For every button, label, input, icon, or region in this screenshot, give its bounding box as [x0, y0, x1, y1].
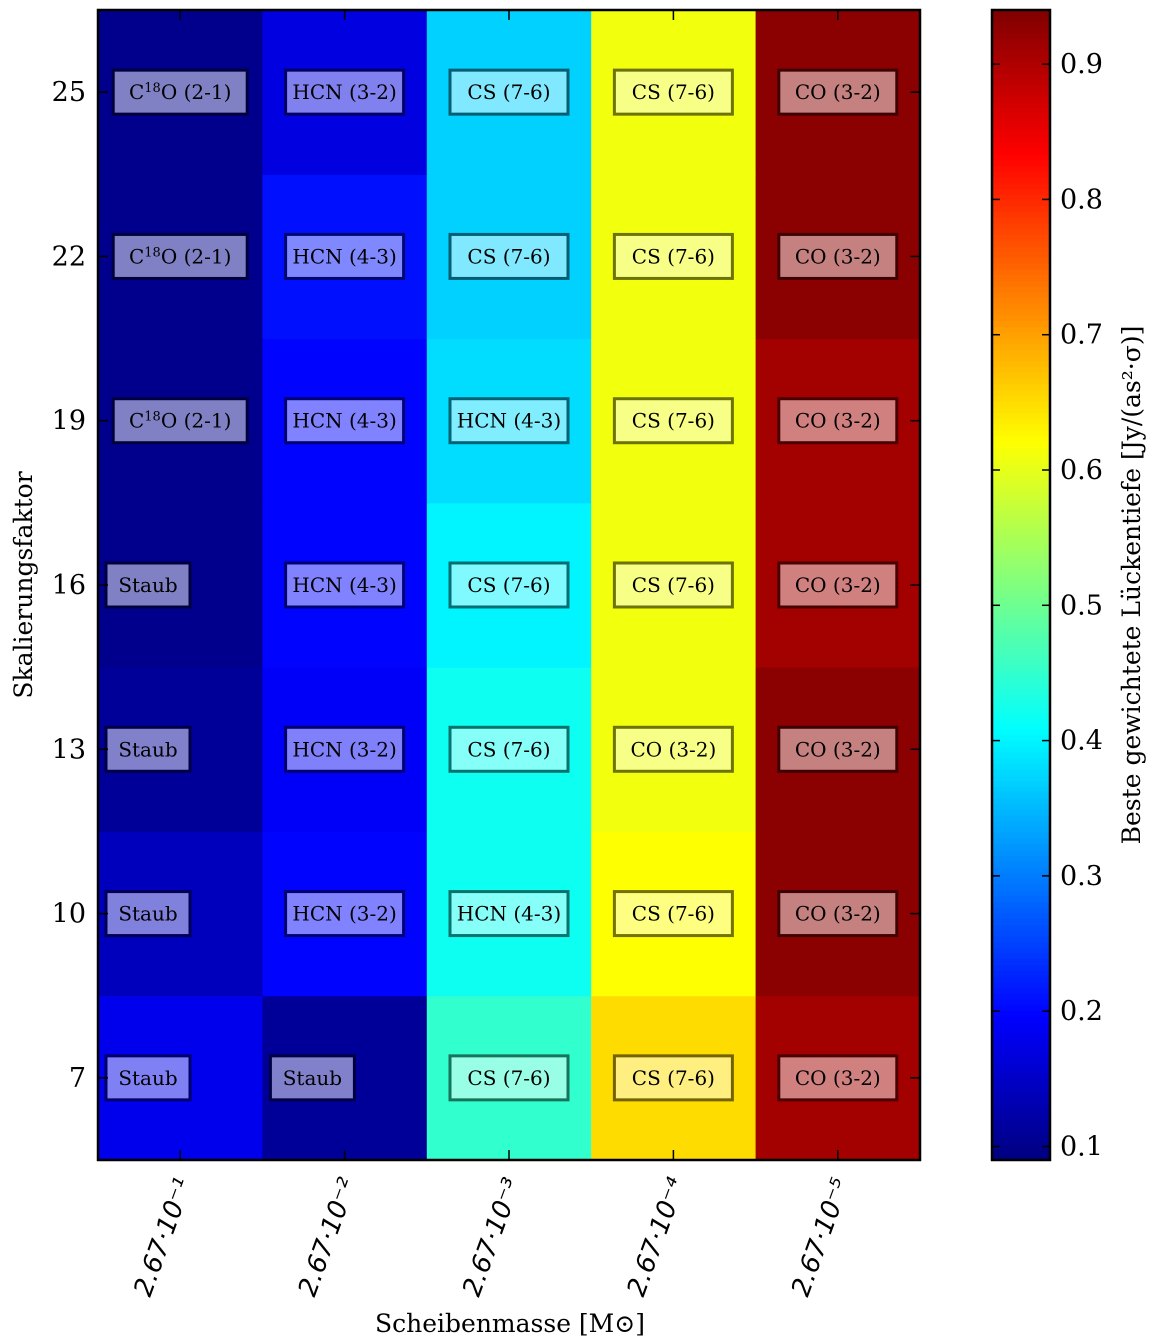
- cell-label: HCN (3-2): [284, 890, 406, 938]
- colorbar-tick-label: 0.8: [1060, 184, 1103, 215]
- svg-text:Staub: Staub: [118, 1066, 177, 1090]
- colorbar-tick-label: 0.5: [1060, 590, 1103, 621]
- colorbar-frame: [990, 8, 1052, 1162]
- y-tick-label: 25: [52, 77, 86, 108]
- svg-text:HCN (4-3): HCN (4-3): [457, 902, 561, 926]
- colorbar: 0.1 0.2 0.3 0.4 0.5 0.6 0.7 0.8 0.9: [990, 8, 1103, 1162]
- colorbar-tick-label: 0.3: [1060, 861, 1103, 892]
- svg-text:Staub: Staub: [118, 737, 177, 761]
- cell-label: CS (7-6): [448, 232, 570, 280]
- svg-text:CS (7-6): CS (7-6): [632, 409, 715, 433]
- svg-text:CS (7-6): CS (7-6): [467, 1066, 550, 1090]
- cell-label: CO (3-2): [777, 725, 899, 773]
- x-tick-label: 2.67·10⁻⁵: [786, 1174, 856, 1300]
- svg-text:CO (3-2): CO (3-2): [795, 902, 881, 926]
- cell-label: HCN (4-3): [284, 561, 406, 609]
- svg-text:HCN (3-2): HCN (3-2): [292, 902, 396, 926]
- cell-label: HCN (4-3): [448, 890, 570, 938]
- cell-label: Staub: [104, 561, 192, 609]
- cell-label: CS (7-6): [448, 725, 570, 773]
- y-axis-label: Skalierungsfaktor: [9, 471, 38, 698]
- x-tick-label: 2.67·10⁻¹: [128, 1174, 198, 1300]
- svg-text:HCN (4-3): HCN (4-3): [457, 409, 561, 433]
- cell-label: Staub: [104, 890, 192, 938]
- cell-label: HCN (4-3): [284, 232, 406, 280]
- svg-text:Staub: Staub: [283, 1066, 342, 1090]
- svg-text:C18O (2-1): C18O (2-1): [129, 244, 231, 268]
- colorbar-tick-label: 0.9: [1060, 49, 1103, 80]
- svg-text:HCN (4-3): HCN (4-3): [292, 409, 396, 433]
- cell-annotations: Staub Staub CS (7-6) CS (7-6) CO (3-2) Staub H…: [104, 68, 899, 1102]
- cell-label: C18O (2-1): [111, 397, 249, 445]
- svg-text:Staub: Staub: [118, 573, 177, 597]
- cell-label: CS (7-6): [612, 561, 734, 609]
- colorbar-tick-label: 0.6: [1060, 455, 1103, 486]
- cell-label: CS (7-6): [612, 232, 734, 280]
- svg-text:CS (7-6): CS (7-6): [632, 902, 715, 926]
- y-tick-label: 22: [52, 241, 86, 272]
- cell-label: HCN (4-3): [284, 397, 406, 445]
- y-tick-label: 16: [52, 570, 86, 601]
- svg-text:HCN (4-3): HCN (4-3): [292, 244, 396, 268]
- cell-label: C18O (2-1): [111, 68, 249, 116]
- svg-text:CO (3-2): CO (3-2): [795, 80, 881, 104]
- colorbar-tick-label: 0.7: [1060, 320, 1103, 351]
- svg-text:Staub: Staub: [118, 902, 177, 926]
- cell-label: CO (3-2): [777, 232, 899, 280]
- cell-label: CO (3-2): [777, 890, 899, 938]
- svg-text:HCN (4-3): HCN (4-3): [292, 573, 396, 597]
- cell-label: HCN (3-2): [284, 725, 406, 773]
- cell-label: HCN (3-2): [284, 68, 406, 116]
- svg-text:CS (7-6): CS (7-6): [632, 573, 715, 597]
- colorbar-tick-label: 0.4: [1060, 726, 1103, 757]
- svg-text:CO (3-2): CO (3-2): [795, 737, 881, 761]
- x-axis-label: Scheibenmasse [M⊙]: [375, 1309, 645, 1338]
- cell-label: CO (3-2): [777, 397, 899, 445]
- colorbar-tick-label: 0.1: [1060, 1131, 1103, 1162]
- svg-text:CO (3-2): CO (3-2): [795, 573, 881, 597]
- colorbar-tick-label: 0.2: [1060, 996, 1103, 1027]
- svg-text:CS (7-6): CS (7-6): [467, 244, 550, 268]
- svg-text:CS (7-6): CS (7-6): [632, 80, 715, 104]
- x-tick-label: 2.67·10⁻³: [457, 1174, 527, 1300]
- cell-label: CO (3-2): [777, 1054, 899, 1102]
- cell-label: CS (7-6): [612, 890, 734, 938]
- y-tick-label: 19: [52, 406, 86, 437]
- y-tick-label: 10: [52, 899, 86, 930]
- cell-label: Staub: [104, 725, 192, 773]
- cell-label: Staub: [104, 1054, 192, 1102]
- x-tick-label: 2.67·10⁻⁴: [622, 1174, 693, 1301]
- svg-text:CO (3-2): CO (3-2): [795, 244, 881, 268]
- svg-text:HCN (3-2): HCN (3-2): [292, 80, 396, 104]
- svg-text:CO (3-2): CO (3-2): [630, 737, 716, 761]
- cell-label: CS (7-6): [448, 561, 570, 609]
- svg-text:CS (7-6): CS (7-6): [467, 80, 550, 104]
- cell-label: CS (7-6): [448, 68, 570, 116]
- cell-label: Staub: [268, 1054, 356, 1102]
- svg-text:CO (3-2): CO (3-2): [795, 1066, 881, 1090]
- colorbar-label: Beste gewichtete Lückentiefe [Jy/(as²·σ)…: [1117, 326, 1146, 845]
- cell-label: CO (3-2): [777, 561, 899, 609]
- cell-label: CS (7-6): [612, 1054, 734, 1102]
- x-tick-label: 2.67·10⁻²: [293, 1174, 363, 1300]
- cell-label: HCN (4-3): [448, 397, 570, 445]
- y-tick-label: 13: [52, 734, 86, 765]
- cell-label: CS (7-6): [612, 397, 734, 445]
- svg-text:CS (7-6): CS (7-6): [632, 244, 715, 268]
- cell-label: CO (3-2): [612, 725, 734, 773]
- svg-text:CS (7-6): CS (7-6): [467, 737, 550, 761]
- svg-text:HCN (3-2): HCN (3-2): [292, 737, 396, 761]
- svg-text:CS (7-6): CS (7-6): [632, 1066, 715, 1090]
- cell-label: CO (3-2): [777, 68, 899, 116]
- cell-label: CS (7-6): [448, 1054, 570, 1102]
- cell-label: CS (7-6): [612, 68, 734, 116]
- svg-text:CO (3-2): CO (3-2): [795, 409, 881, 433]
- cell-label: C18O (2-1): [111, 232, 249, 280]
- y-tick-label: 7: [69, 1063, 86, 1094]
- svg-text:CS (7-6): CS (7-6): [467, 573, 550, 597]
